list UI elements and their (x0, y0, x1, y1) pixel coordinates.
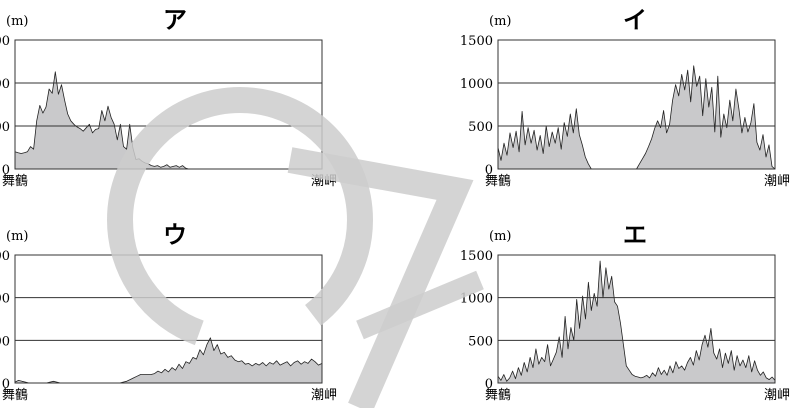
panel-title: エ (623, 221, 647, 249)
y-axis-unit: (m) (6, 229, 28, 244)
y-axis-unit: (m) (6, 14, 28, 29)
y-tick-label: 1000 (0, 77, 10, 92)
y-axis-unit: (m) (489, 14, 511, 29)
panel-title: イ (623, 6, 647, 34)
y-axis-unit: (m) (489, 229, 511, 244)
y-tick-label: 0 (485, 377, 493, 392)
y-tick-label: 1000 (460, 77, 493, 92)
x-end-label: 潮岬 (311, 388, 337, 403)
y-tick-label: 1500 (0, 249, 10, 264)
y-tick-label: 1500 (460, 34, 493, 49)
watermark-letter-bar (356, 270, 484, 340)
plot-frame (497, 254, 776, 384)
panel-title: ウ (163, 221, 187, 249)
watermark-letter (287, 147, 474, 408)
y-tick-label: 500 (468, 334, 493, 349)
y-tick-label: 0 (2, 377, 10, 392)
y-tick-label: 1500 (0, 34, 10, 49)
elevation-area (497, 260, 776, 384)
y-tick-label: 0 (485, 163, 493, 178)
y-tick-label: 0 (2, 163, 10, 178)
x-start-label: 舞鶴 (2, 173, 28, 189)
y-tick-label: 500 (468, 120, 493, 135)
plot-frame (497, 39, 776, 170)
panel-イ: イ (m) 1500 1000 500 0舞鶴 潮岬 (460, 6, 790, 189)
x-start-label: 舞鶴 (485, 387, 511, 403)
y-tick-label: 500 (0, 334, 10, 349)
panel-title: ア (163, 6, 187, 34)
x-end-label: 潮岬 (764, 174, 790, 189)
y-tick-label: 500 (0, 120, 10, 135)
plot-frame (14, 39, 323, 170)
y-tick-label: 1000 (0, 292, 10, 307)
x-start-label: 舞鶴 (485, 173, 511, 189)
watermark-circle (107, 87, 373, 353)
x-start-label: 舞鶴 (2, 387, 28, 403)
x-end-label: 潮岬 (764, 388, 790, 403)
y-tick-label: 1500 (460, 249, 493, 264)
